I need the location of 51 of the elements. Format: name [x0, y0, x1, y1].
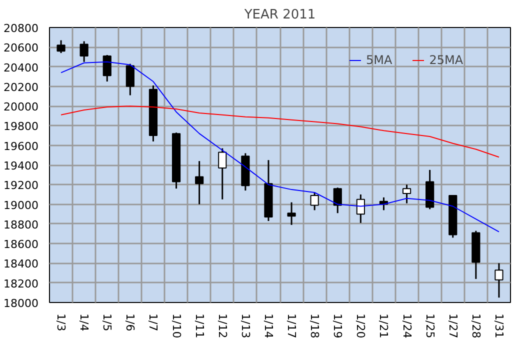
x-tick-label: 1/3 — [54, 314, 68, 332]
y-tick-label: 19800 — [4, 120, 39, 134]
y-tick-label: 20800 — [4, 22, 39, 35]
x-tick-label: 1/11 — [192, 314, 206, 338]
x-tick-label: 1/7 — [146, 314, 160, 332]
x-tick-label: 1/5 — [100, 314, 114, 332]
y-tick-label: 20000 — [4, 100, 39, 114]
x-tick-label: 1/14 — [262, 314, 275, 338]
x-tick-label: 1/21 — [377, 314, 390, 338]
x-tick-label: 1/28 — [469, 314, 482, 338]
x-tick-label: 1/6 — [124, 314, 137, 332]
x-tick-label: 1/10 — [170, 314, 183, 338]
x-tick-label: 1/20 — [354, 314, 368, 338]
x-tick-label: 1/18 — [308, 314, 322, 338]
y-tick-label: 19400 — [4, 160, 39, 172]
y-tick-label: 18200 — [4, 277, 39, 290]
y-tick-label: 19000 — [4, 198, 39, 212]
candlestick — [402, 184, 412, 204]
candlestick — [102, 54, 112, 82]
x-tick-label: 1/27 — [446, 314, 460, 338]
candlestick — [356, 194, 365, 224]
x-tick-label: 1/13 — [238, 314, 252, 338]
y-tick-label: 20400 — [4, 61, 39, 74]
candlestick — [310, 192, 319, 211]
candlestick — [80, 40, 88, 63]
candlestick — [56, 40, 66, 54]
y-tick-label: 19200 — [4, 179, 39, 192]
legend-label: 5MA — [366, 53, 392, 67]
candlestick — [287, 202, 296, 226]
candlestick — [494, 262, 504, 298]
x-tick-label: 1/25 — [423, 314, 436, 338]
candlestick — [218, 148, 227, 200]
y-tick-label: 19600 — [4, 140, 39, 153]
candlestick — [126, 63, 134, 96]
x-tick-label: 1/24 — [400, 314, 414, 338]
x-tick-label: 1/12 — [216, 314, 229, 338]
x-tick-label: 1/31 — [492, 314, 506, 338]
candlestick — [195, 160, 204, 206]
chart-title: YEAR 2011 — [243, 8, 316, 22]
x-tick-label: 1/17 — [285, 314, 298, 338]
y-tick-label: 18800 — [4, 218, 39, 232]
y-tick-label: 20600 — [4, 42, 39, 55]
y-tick-label: 20200 — [4, 80, 39, 94]
x-tick-label: 1/4 — [78, 314, 91, 332]
y-tick-label: 18400 — [4, 258, 39, 271]
candlestick — [333, 186, 342, 214]
y-tick-label: 18600 — [4, 238, 39, 252]
y-tick-label: 18000 — [4, 297, 39, 310]
x-tick-label: 1/19 — [331, 314, 344, 338]
legend-label: 25MA — [429, 53, 464, 67]
line-series — [60, 106, 500, 158]
